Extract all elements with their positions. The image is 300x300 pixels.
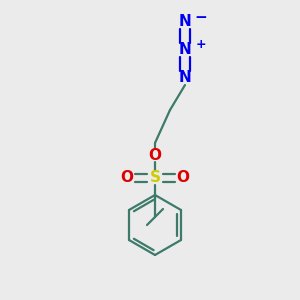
Text: S: S <box>149 170 161 185</box>
Text: O: O <box>176 170 190 185</box>
Text: N: N <box>178 70 191 86</box>
Text: +: + <box>196 38 206 50</box>
Text: O: O <box>148 148 161 163</box>
Text: −: − <box>195 11 207 26</box>
Text: N: N <box>178 14 191 29</box>
Text: N: N <box>178 43 191 58</box>
Text: O: O <box>121 170 134 185</box>
